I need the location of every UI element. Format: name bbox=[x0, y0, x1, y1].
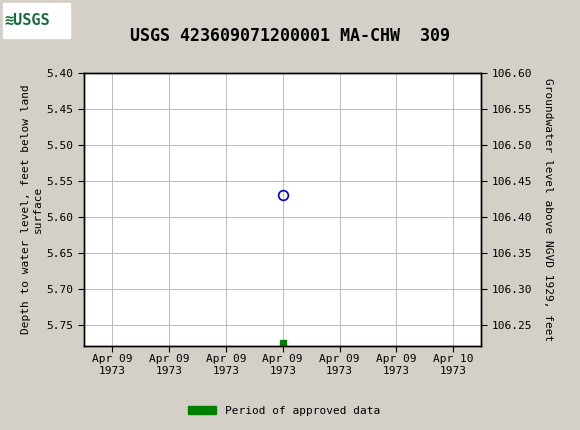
Legend: Period of approved data: Period of approved data bbox=[184, 401, 385, 420]
Text: ≋USGS: ≋USGS bbox=[5, 13, 50, 28]
FancyBboxPatch shape bbox=[3, 3, 70, 37]
Text: USGS 423609071200001 MA-CHW  309: USGS 423609071200001 MA-CHW 309 bbox=[130, 27, 450, 45]
Y-axis label: Groundwater level above NGVD 1929, feet: Groundwater level above NGVD 1929, feet bbox=[543, 78, 553, 341]
Y-axis label: Depth to water level, feet below land
surface: Depth to water level, feet below land su… bbox=[21, 85, 42, 335]
